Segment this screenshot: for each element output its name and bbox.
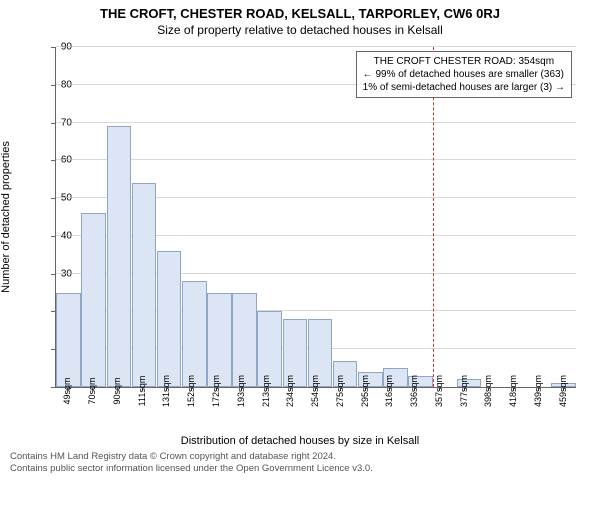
- footer-attribution: Contains HM Land Registry data © Crown c…: [10, 451, 590, 476]
- plot-area: THE CROFT CHESTER ROAD: 354sqm ← 99% of …: [55, 47, 576, 388]
- x-tick-label: 234sqm: [285, 375, 295, 407]
- annotation-line-1: THE CROFT CHESTER ROAD: 354sqm: [363, 55, 565, 68]
- x-tick-label: 193sqm: [236, 375, 246, 407]
- x-tick-label: 316sqm: [384, 375, 394, 407]
- x-tick-label: 439sqm: [533, 375, 543, 407]
- bars-group: [56, 47, 576, 387]
- x-tick-label: 398sqm: [483, 375, 493, 407]
- property-marker-line: [433, 47, 434, 387]
- footer-line-2: Contains public sector information licen…: [10, 463, 590, 475]
- x-tick-label: 336sqm: [409, 375, 419, 407]
- histogram-bar: [232, 293, 257, 387]
- y-axis-label: Number of detached properties: [0, 141, 12, 293]
- histogram-bar: [132, 183, 157, 387]
- x-tick-label: 377sqm: [459, 375, 469, 407]
- x-tick-label: 254sqm: [310, 375, 320, 407]
- x-tick-label: 275sqm: [335, 375, 345, 407]
- x-tick-label: 418sqm: [508, 375, 518, 407]
- x-tick-label: 70sqm: [87, 377, 97, 404]
- x-tick-label: 459sqm: [558, 375, 568, 407]
- histogram-bar: [182, 281, 207, 387]
- x-ticks-group: 49sqm70sqm90sqm111sqm131sqm152sqm172sqm1…: [55, 387, 575, 437]
- footer-line-1: Contains HM Land Registry data © Crown c…: [10, 451, 590, 463]
- annotation-line-3: 1% of semi-detached houses are larger (3…: [363, 81, 565, 94]
- x-tick-label: 152sqm: [186, 375, 196, 407]
- x-tick-label: 131sqm: [161, 375, 171, 407]
- annotation-box: THE CROFT CHESTER ROAD: 354sqm ← 99% of …: [356, 51, 572, 98]
- x-tick-label: 49sqm: [62, 377, 72, 404]
- x-tick-label: 90sqm: [112, 377, 122, 404]
- histogram-bar: [207, 293, 232, 387]
- x-axis-label: Distribution of detached houses by size …: [0, 435, 600, 447]
- chart-title-sub: Size of property relative to detached ho…: [0, 23, 600, 37]
- histogram-bar: [81, 213, 106, 387]
- x-tick-label: 295sqm: [360, 375, 370, 407]
- histogram-bar: [107, 126, 132, 387]
- chart-title-main: THE CROFT, CHESTER ROAD, KELSALL, TARPOR…: [0, 6, 600, 21]
- x-tick-label: 357sqm: [434, 375, 444, 407]
- x-tick-label: 172sqm: [211, 375, 221, 407]
- x-tick-label: 213sqm: [261, 375, 271, 407]
- histogram-bar: [157, 251, 182, 387]
- histogram-bar: [56, 293, 81, 387]
- chart-container: Number of detached properties 0102030405…: [0, 37, 600, 447]
- annotation-line-2: ← 99% of detached houses are smaller (36…: [363, 68, 565, 81]
- x-tick-label: 111sqm: [137, 376, 147, 407]
